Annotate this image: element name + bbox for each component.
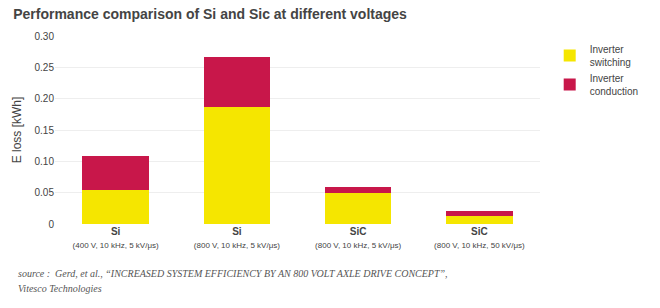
- svg-text:Si(800 V, 10 kHz, 5 kV/μs): Si(800 V, 10 kHz, 5 kV/μs): [194, 226, 280, 250]
- svg-text:source : Gerd, et al., “INCRE: source : Gerd, et al., “INCREASED SYSTEM…: [18, 268, 448, 279]
- svg-text:0.15: 0.15: [35, 125, 55, 136]
- svg-text:0.05: 0.05: [35, 187, 55, 198]
- svg-text:Si(400 V, 10 kHz, 5 kV/μs): Si(400 V, 10 kHz, 5 kV/μs): [73, 226, 159, 250]
- svg-text:SiC(800 V, 10 kHz, 50 kV/μs): SiC(800 V, 10 kHz, 50 kV/μs): [434, 226, 525, 250]
- svg-text:0: 0: [48, 219, 54, 230]
- svg-text:0.30: 0.30: [35, 31, 55, 42]
- svg-text:Inverterswitching: Inverterswitching: [590, 44, 631, 68]
- svg-text:Inverterconduction: Inverterconduction: [590, 73, 638, 97]
- svg-text:0.10: 0.10: [35, 156, 55, 167]
- svg-text:Performance comparison of Si a: Performance comparison of Si and Sic at …: [13, 6, 407, 22]
- svg-text:SiC(800 V, 10 kHz, 5 kV/μs): SiC(800 V, 10 kHz, 5 kV/μs): [315, 226, 401, 250]
- svg-text:0.25: 0.25: [35, 62, 55, 73]
- svg-text:0.20: 0.20: [35, 93, 55, 104]
- svg-text:Vitesco Technologies: Vitesco Technologies: [18, 283, 102, 294]
- svg-text:E loss [kWh]: E loss [kWh]: [10, 97, 24, 164]
